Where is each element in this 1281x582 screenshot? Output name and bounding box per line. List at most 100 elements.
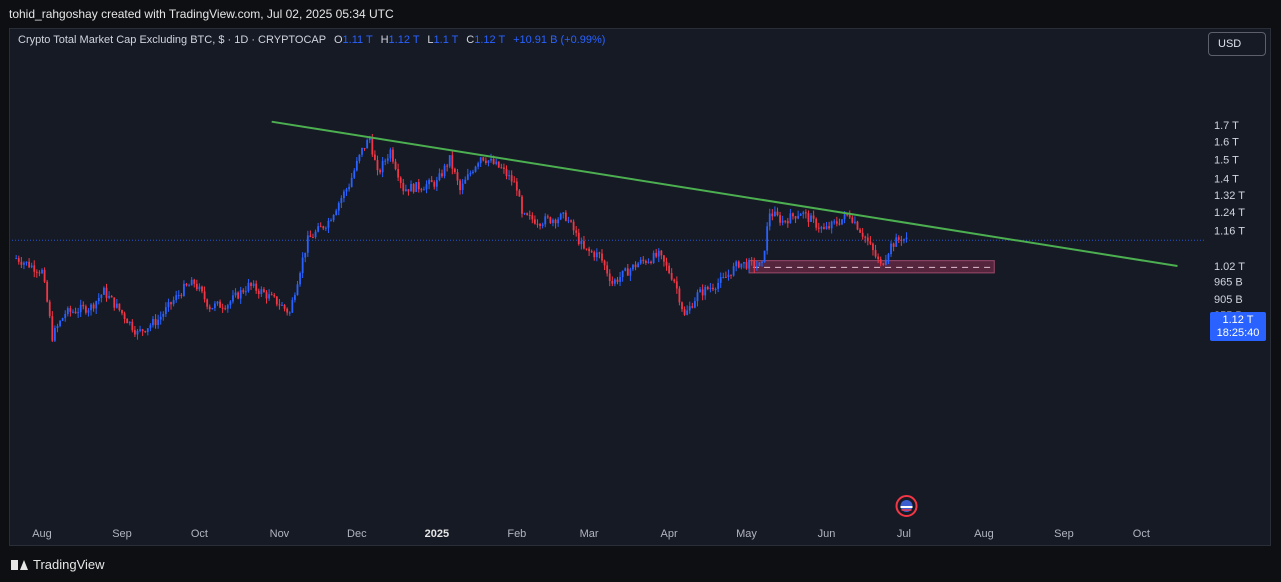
candle-body <box>404 189 407 192</box>
candle-body <box>128 321 131 324</box>
candle-body <box>683 309 686 315</box>
candle-body <box>358 154 361 161</box>
candle-body <box>704 286 707 296</box>
candle-body <box>41 269 43 274</box>
candle-body <box>701 289 704 296</box>
candle-body <box>232 295 234 302</box>
candle-body <box>294 295 296 300</box>
candle-body <box>456 172 459 181</box>
candle-body <box>319 226 322 228</box>
candle-body <box>461 183 464 191</box>
candle-body <box>789 213 792 224</box>
low-value: 1.1 T <box>433 34 459 46</box>
candle-body <box>735 261 738 267</box>
candle-body <box>660 250 663 256</box>
candle-body <box>595 252 598 258</box>
candle-body <box>451 155 454 169</box>
y-tick-label: 1.16 T <box>1214 225 1245 237</box>
x-tick-label: Aug <box>974 528 994 540</box>
candle-body <box>435 180 438 187</box>
candle-body <box>97 297 100 302</box>
x-tick-label: 2025 <box>425 528 449 540</box>
candle-body <box>890 243 892 255</box>
candle-body <box>611 280 614 284</box>
change-value: +10.91 B (+0.99%) <box>513 34 606 46</box>
candle-body <box>417 182 420 190</box>
candle-body <box>477 163 480 167</box>
candle-body <box>15 258 18 260</box>
x-tick-label: Nov <box>270 528 290 540</box>
candle-body <box>74 311 77 314</box>
candle-body <box>35 271 38 273</box>
candle-body <box>366 140 369 149</box>
candle-body <box>134 330 136 335</box>
candle-body <box>823 227 825 229</box>
candle-body <box>518 190 521 197</box>
candle-body <box>830 221 833 229</box>
candle-body <box>619 277 621 282</box>
candle-body <box>263 289 265 293</box>
candle-body <box>559 213 562 220</box>
candle-body <box>48 301 51 317</box>
candle-body <box>257 290 260 295</box>
candle-body <box>206 299 209 307</box>
candle-body <box>425 184 428 190</box>
candle-body <box>211 307 214 310</box>
x-tick-label: May <box>736 528 757 540</box>
candle-body <box>678 288 681 303</box>
close-label: C <box>466 34 475 46</box>
candle-body <box>815 218 818 228</box>
x-tick-label: Aug <box>32 528 52 540</box>
candle-body <box>479 157 482 164</box>
currency-button[interactable]: USD <box>1208 32 1266 56</box>
candle-body <box>172 300 175 305</box>
candle-body <box>371 138 374 155</box>
y-tick-label: 1.32 T <box>1214 190 1245 202</box>
symbol-legend[interactable]: Crypto Total Market Cap Excluding BTC, $… <box>18 34 605 46</box>
x-tick-label: Apr <box>661 528 678 540</box>
candle-body <box>748 259 750 269</box>
candle-body <box>268 294 270 299</box>
chart-panel[interactable] <box>9 28 1271 546</box>
candle-body <box>694 301 696 308</box>
candle-body <box>183 283 185 296</box>
open-value: 1.11 T <box>342 34 373 46</box>
candle-body <box>363 147 366 149</box>
candle-body <box>740 263 743 268</box>
candle-body <box>804 212 807 214</box>
candle-body <box>841 219 843 225</box>
candle-body <box>854 221 856 223</box>
tradingview-brand[interactable]: TradingView <box>11 557 105 572</box>
candle-body <box>606 265 609 274</box>
high-label: H <box>380 34 389 46</box>
candle-body <box>786 221 789 224</box>
candle-body <box>626 268 629 276</box>
candle-body <box>438 173 441 181</box>
candle-body <box>394 161 397 170</box>
candle-body <box>534 219 536 224</box>
candle-body <box>590 251 593 253</box>
candle-body <box>105 287 108 298</box>
candle-body <box>482 157 485 161</box>
candle-body <box>343 191 345 199</box>
candle-body <box>237 292 240 299</box>
candle-body <box>675 281 678 289</box>
candle-body <box>585 248 588 250</box>
candle-body <box>722 276 725 278</box>
candle-body <box>175 295 178 301</box>
candle-body <box>745 262 748 269</box>
candle-body <box>466 174 469 180</box>
candle-body <box>588 248 590 252</box>
candle-body <box>817 227 820 229</box>
candle-body <box>242 290 245 293</box>
candle-body <box>861 232 864 237</box>
candle-body <box>820 227 823 229</box>
candle-body <box>103 287 105 295</box>
candle-body <box>345 189 348 192</box>
candle-body <box>384 160 387 162</box>
candle-body <box>77 312 80 314</box>
candle-body <box>879 259 882 264</box>
candle-body <box>549 217 552 223</box>
candle-body <box>64 314 67 319</box>
